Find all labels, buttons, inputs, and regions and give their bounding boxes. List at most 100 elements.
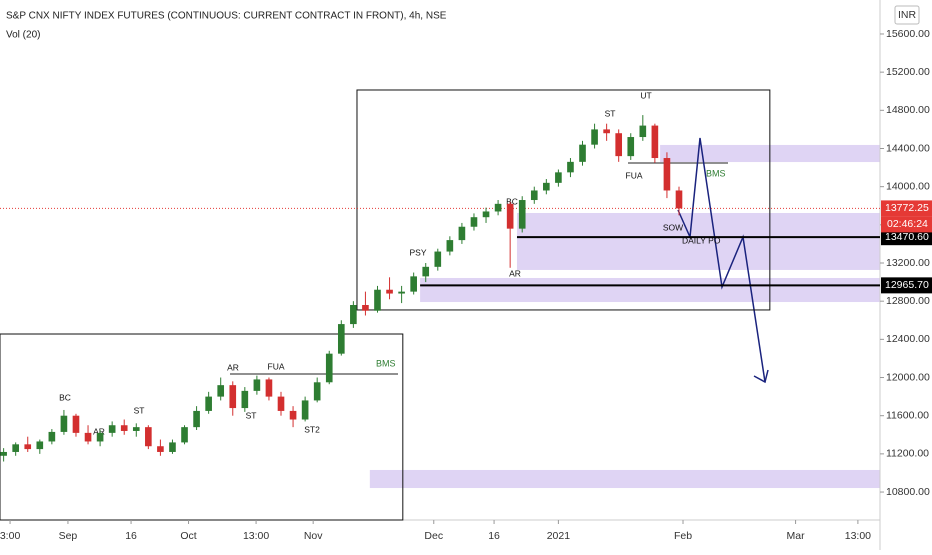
annotation: ST2	[304, 424, 320, 434]
annotation: SOW	[663, 222, 683, 232]
candle-body	[591, 129, 598, 145]
candle-body	[325, 353, 333, 383]
candle-body	[603, 129, 610, 134]
y-tick-label: 15200.00	[886, 66, 930, 78]
candle-body	[60, 415, 68, 432]
y-tick-label: 12800.00	[886, 295, 930, 307]
x-tick-label: Feb	[674, 530, 692, 542]
candle-body	[217, 385, 225, 397]
candle-body	[470, 217, 478, 227]
x-tick-label: 2021	[547, 530, 571, 542]
candle-body	[422, 266, 430, 277]
y-tick-label: 11600.00	[886, 409, 929, 421]
x-tick-label: Mar	[787, 530, 806, 542]
x-tick-label: 16	[488, 530, 500, 542]
candle-body	[48, 431, 56, 442]
candle-body	[84, 432, 92, 442]
candle-body	[337, 324, 345, 354]
annotation: FUA	[626, 170, 643, 180]
zone	[420, 277, 880, 303]
projection-path	[677, 137, 766, 383]
x-tick-label: 13:00	[845, 530, 871, 542]
annotation: FUA	[268, 361, 285, 371]
indicator-label: Vol (20)	[6, 30, 40, 41]
candle-body	[72, 415, 80, 433]
candle-body	[96, 432, 104, 442]
candle-body	[229, 385, 237, 409]
candle-body	[24, 444, 32, 450]
candle-body	[446, 240, 454, 252]
candle-body	[615, 133, 623, 157]
candle-body	[277, 396, 285, 411]
annotation: BC	[506, 196, 518, 206]
y-tick-label: 14800.00	[886, 104, 930, 116]
y-tick-label: 12400.00	[886, 333, 930, 345]
annotation: AR	[93, 426, 105, 436]
annotation: DAILY PO	[682, 235, 721, 245]
candle-body	[181, 427, 188, 443]
candle-body	[362, 304, 369, 311]
annotation: BMS	[376, 358, 396, 368]
current-price-label: 13772.25	[885, 202, 929, 214]
candle-body	[241, 390, 249, 409]
x-tick-label: Oct	[180, 530, 196, 542]
candle-body	[350, 304, 357, 325]
candle-body	[193, 410, 200, 428]
chart-title: S&P CNX NIFTY INDEX FUTURES (CONTINUOUS:…	[6, 11, 447, 22]
annotation: AR	[227, 362, 239, 372]
candle-body	[265, 379, 273, 397]
candle-body	[0, 451, 7, 456]
projection-arrowhead	[753, 369, 769, 384]
level-label-box	[881, 277, 932, 294]
y-tick-label: 13200.00	[886, 257, 930, 269]
currency: INR	[898, 9, 917, 21]
x-tick-label: Nov	[304, 530, 323, 542]
candle-body	[506, 203, 514, 229]
annotation: BC	[59, 392, 71, 402]
zone	[516, 213, 880, 270]
candle-body	[663, 158, 671, 191]
candle-body	[374, 289, 381, 311]
annotation: ST	[605, 108, 616, 118]
candle-body	[301, 400, 309, 420]
candle-body	[567, 161, 574, 173]
y-tick-label: 14400.00	[886, 142, 930, 154]
x-tick-label: 16	[125, 530, 137, 542]
x-tick-label: Dec	[424, 530, 443, 542]
countdown-box	[881, 216, 932, 233]
y-tick-label: 15600.00	[886, 28, 930, 40]
candle-body	[145, 427, 152, 447]
candle-body	[313, 382, 321, 401]
level-label: 12965.70	[885, 279, 929, 291]
currency-box	[894, 5, 920, 25]
candle-body	[36, 441, 44, 450]
candle-body	[398, 291, 405, 294]
candle-body	[543, 182, 550, 191]
candle-body	[494, 203, 502, 212]
zone	[369, 469, 880, 489]
candle-body	[482, 211, 490, 218]
candle-body	[530, 190, 538, 201]
level-label: 13470.60	[885, 231, 929, 243]
candle-body	[108, 425, 116, 433]
candle-body	[555, 172, 562, 183]
y-tick-label: 11200.00	[886, 448, 929, 460]
annotation: ST	[134, 405, 145, 415]
candle-body	[289, 410, 297, 420]
candle-body	[12, 444, 19, 452]
x-tick-label: 3:00	[0, 530, 20, 542]
annotation: PSY	[409, 247, 426, 257]
candle-body	[410, 276, 417, 292]
candle-body	[386, 289, 393, 294]
candle-body	[120, 425, 128, 431]
candle-body	[157, 446, 164, 452]
candle-body	[518, 200, 526, 229]
level-label-box	[881, 229, 932, 246]
candle-body	[458, 226, 466, 241]
y-tick-label: 10800.00	[886, 486, 930, 498]
y-tick-label: 14000.00	[886, 180, 930, 192]
candle-body	[434, 251, 442, 267]
x-tick-label: 13:00	[243, 530, 269, 542]
